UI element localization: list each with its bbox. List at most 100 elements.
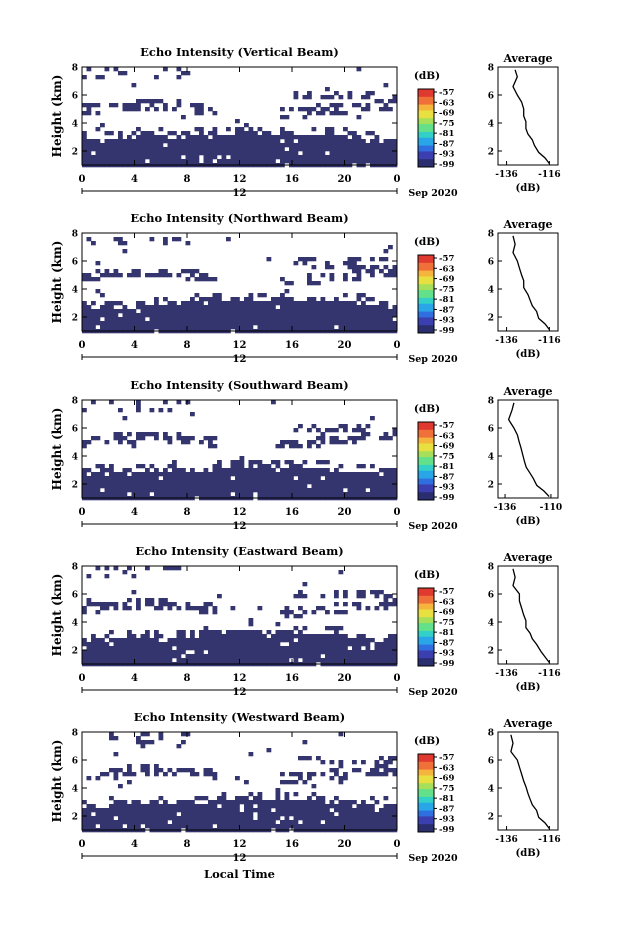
heatmap-cell [194,480,200,485]
heatmap-cell [140,472,146,477]
heatmap-cell [293,91,299,96]
heatmap-cell [158,135,164,140]
heatmap-cell [122,139,128,144]
heatmap-cell [257,313,263,318]
heatmap-cell [104,317,110,322]
heatmap-cell [320,760,326,765]
heatmap-cell [194,772,200,777]
heatmap-cell [131,269,137,274]
heatmap-cell [109,488,114,493]
heatmap-cell [82,642,87,647]
heatmap-cell [392,650,398,655]
heatmap-cell [199,492,204,497]
heatmap-cell [145,107,150,112]
heatmap-cell [136,492,141,497]
heatmap-cell [298,155,303,160]
heatmap-cell [343,646,348,651]
x-tick-label: 20 [338,673,352,684]
heatmap-cell [212,638,218,643]
heatmap-cell [208,772,213,777]
heatmap-cell [388,468,393,473]
heatmap-cell [104,468,110,473]
colorbar-segment [418,461,434,464]
heatmap-cell [82,468,87,473]
heatmap-cell [329,820,335,825]
colorbar-segment [418,447,434,450]
heatmap-cell [95,309,101,314]
heatmap-cell [257,642,263,647]
heatmap-cell [212,606,218,611]
heatmap-cell [154,297,159,302]
heatmap-cell [329,325,335,330]
heatmap-cell [239,159,245,164]
heatmap-cell [194,824,200,829]
heatmap-cell [221,792,227,797]
heatmap-cell [140,812,146,817]
heatmap-cell [266,484,272,489]
heatmap-cell [257,634,263,639]
heatmap-cell [181,151,186,156]
heatmap-cell [356,309,362,314]
heatmap-cell [334,309,339,314]
heatmap-cell [311,820,317,825]
heatmap-cell [293,792,299,797]
heatmap-cell [167,824,173,829]
heatmap-cell [163,812,168,817]
heatmap-cell [230,325,236,330]
heatmap-cell [244,480,249,485]
average-profile-line [512,568,550,663]
heatmap-cell [388,317,393,322]
heatmap-cell [275,824,281,829]
heatmap-cell [257,492,263,497]
heatmap-cell [356,321,362,326]
colorbar-segment [418,603,434,606]
heatmap-cell [86,143,92,148]
heatmap-cell [208,812,213,817]
heatmap-cell [329,654,335,659]
heatmap-cell [388,107,393,112]
heatmap-cell [284,808,290,813]
colorbar-segment [418,763,434,767]
heatmap-cell [122,808,128,813]
heatmap-cell [131,772,137,777]
heatmap-cell [302,820,308,825]
heatmap-cell [383,249,389,254]
heatmap-cell [221,139,227,144]
heatmap-cell [131,325,137,330]
heatmap-cell [86,816,92,821]
heatmap-cell [343,808,348,813]
heatmap-cell [284,488,290,493]
heatmap-cell [347,476,353,481]
heatmap-cell [248,792,254,797]
heatmap-cell [262,476,267,481]
heatmap-cell [271,634,276,639]
heatmap-cell [185,325,191,330]
heatmap-cell [217,646,222,651]
heatmap-cell [113,646,119,651]
heatmap-cell [140,650,146,655]
heatmap-cell [383,103,389,108]
heatmap-cell [113,325,119,330]
heatmap-cell [194,107,200,112]
y-tick-label: 6 [72,92,78,102]
day-marker-label: 12 [233,188,247,199]
heatmap-cell [109,325,114,330]
heatmap-cell [316,824,321,829]
heatmap-cell [217,492,222,497]
heatmap-cell [149,155,155,160]
heatmap-cell [140,744,146,749]
panel-title: Echo Intensity (Northward Beam) [130,211,348,225]
heatmap-cell [370,650,375,655]
heatmap-cell [343,313,348,318]
heatmap-cell [383,606,389,611]
heatmap-cell [262,313,267,318]
heatmap-cell [221,812,227,817]
heatmap-cell [325,476,330,481]
heatmap-cell [262,484,267,489]
heatmap-cell [217,824,222,829]
heatmap-cell [338,484,344,489]
heatmap-cell [257,820,263,825]
heatmap-cell [320,107,326,112]
heatmap-cell [334,642,339,647]
heatmap-cell [136,638,141,643]
